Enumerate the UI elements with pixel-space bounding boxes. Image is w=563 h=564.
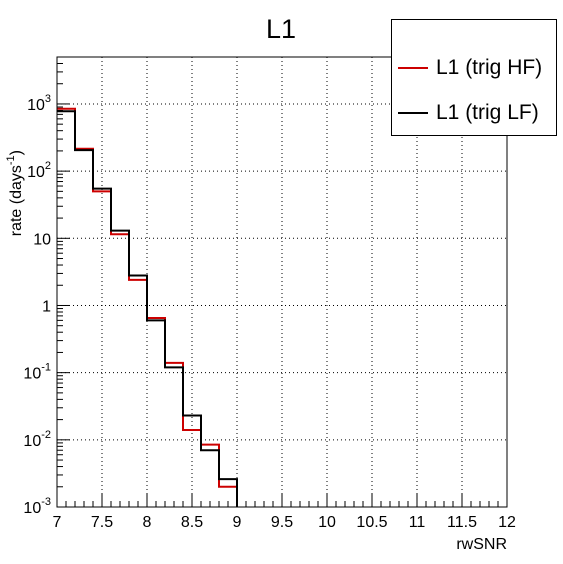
y-tick-label: 1 [42, 298, 51, 315]
legend-label-hf: L1 (trig HF) [436, 56, 543, 79]
legend-line-lf [398, 112, 428, 114]
legend: L1 (trig HF) L1 (trig LF) [391, 19, 557, 136]
histograms [57, 107, 238, 507]
y-tick-label-base: 10 [27, 97, 45, 114]
x-tick-label: 10 [318, 514, 336, 531]
legend-entry-lf: L1 (trig LF) [398, 98, 539, 128]
x-tick-label: 11.5 [447, 514, 477, 531]
ticks [56, 56, 508, 508]
y-axis-label-close: ) [8, 150, 25, 155]
y-tick-label: 10-3 [23, 496, 51, 517]
x-tick-label: 7 [53, 514, 62, 531]
x-tick-label: 8 [143, 514, 152, 531]
x-tick-label: 9 [233, 514, 242, 531]
x-tick-label: 11 [409, 514, 426, 531]
y-tick-label-base: 10 [23, 500, 41, 517]
x-tick-label: 8.5 [181, 514, 203, 531]
y-tick-label-base: 10 [23, 433, 41, 450]
y-tick-label-base: 10 [33, 231, 51, 248]
x-tick-label: 7.5 [91, 514, 113, 531]
y-tick-label-exponent: -1 [41, 362, 51, 374]
x-tick-label: 10.5 [356, 514, 387, 531]
y-tick-label-exponent: 3 [45, 93, 51, 105]
y-tick-label: 10-1 [23, 362, 51, 383]
series-lf-step-line [57, 110, 238, 507]
legend-line-hf [398, 67, 428, 69]
legend-entry-hf: L1 (trig HF) [398, 53, 542, 83]
tick-labels: 7 7.5 8 8.5 9 9.5 10 10.5 11 11.5 1210-310-210-111… [23, 93, 516, 531]
y-axis-label-sup: -1 [5, 155, 17, 165]
y-tick-label-exponent: -3 [41, 496, 51, 508]
legend-label-lf: L1 (trig LF) [436, 101, 539, 124]
y-tick-label-base: 10 [23, 366, 41, 383]
x-tick-label: 9.5 [271, 514, 293, 531]
y-tick-label-exponent: -2 [41, 429, 51, 441]
x-tick-label: 12 [498, 514, 516, 531]
y-tick-label-base: 10 [27, 164, 45, 181]
y-tick-label: 10-2 [23, 429, 51, 450]
y-axis-label-main: rate (days [8, 165, 25, 236]
grid [57, 57, 507, 507]
y-tick-label-exponent: 2 [45, 160, 51, 172]
y-tick-label: 103 [27, 93, 51, 114]
x-axis-label: rwSNR [456, 536, 507, 553]
y-tick-label: 102 [27, 160, 51, 181]
chart-title: L1 [266, 14, 296, 44]
y-tick-label: 10 [33, 231, 51, 248]
y-tick-label-base: 1 [42, 298, 51, 315]
y-axis-label: rate (days-1) [5, 150, 25, 236]
